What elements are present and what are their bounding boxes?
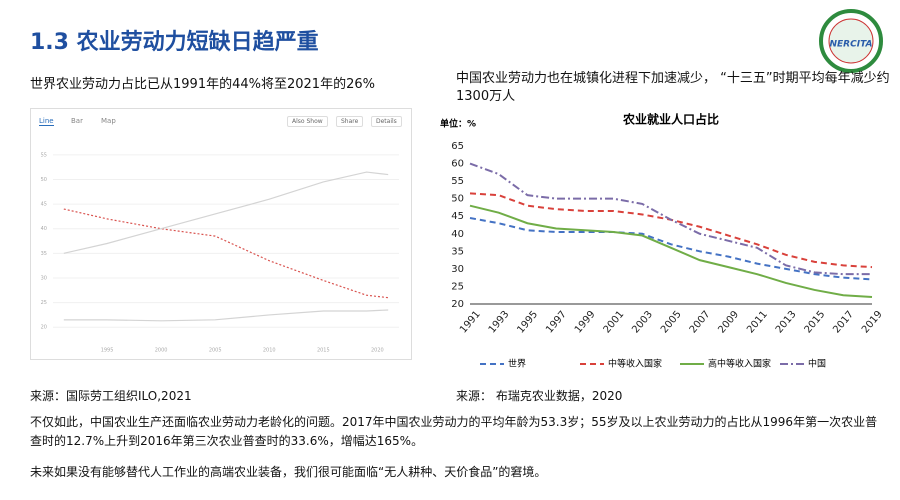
x-tick-label: 1995 (101, 348, 114, 354)
y-unit: 单位：% (440, 118, 476, 130)
legend-label: 高中等收入国家 (708, 358, 771, 370)
legend-label: 中等收入国家 (608, 358, 662, 370)
chart: 1991 1993 1995 1997 1999 2001 2003 2005 2007 2009… (440, 112, 885, 370)
y-tick-label: 20 (41, 325, 47, 331)
legend-label: 世界 (508, 358, 526, 370)
series-line (63, 309, 389, 322)
x-tick-label: 2000 (155, 348, 168, 354)
source: 来源：国际劳工组织ILO,2021 (30, 389, 192, 403)
y-tick-label: 50 (41, 177, 47, 183)
x-tick-label: 2011 (745, 309, 770, 336)
x-tick-label: 2003 (630, 309, 655, 336)
y-tick-label: 25 (451, 281, 464, 292)
series-line (63, 171, 389, 254)
y-tick-label: 30 (451, 264, 464, 275)
source: 来源： 布瑞克农业数据，2020 (456, 389, 623, 403)
series-line (469, 162, 872, 276)
button[interactable]: Details (371, 116, 402, 127)
x-tick-label: 2019 (860, 309, 885, 336)
right-caption: 中国农业劳动力也在城镇化进程下加速减少， “十三五”时期平均每年减少约1300万… (456, 71, 890, 104)
y-tick-label: 20 (451, 299, 464, 310)
x-tick-label: 2007 (688, 309, 713, 336)
x-tick-label: 2005 (659, 309, 684, 336)
conclusion: 未来如果没有能够替代人工作业的高端农业装备，我们很可能面临“无人耕种、天价食品”… (30, 465, 547, 479)
y-tick-label: 40 (41, 226, 47, 232)
x-tick-label: 1993 (487, 309, 512, 336)
button[interactable]: Share (336, 116, 364, 127)
series-line (63, 208, 389, 299)
tab[interactable]: Line (39, 117, 54, 126)
series-line (469, 204, 873, 298)
y-tick-label: 65 (451, 141, 464, 152)
y-tick-label: 45 (451, 211, 464, 222)
x-tick-label: 1991 (458, 309, 483, 336)
x-tick-label: 2015 (803, 309, 828, 336)
legend-label: 中国 (808, 358, 826, 370)
x-tick-label: 1995 (515, 309, 540, 336)
y-tick-label: 40 (451, 229, 464, 240)
x-tick-label: 1997 (544, 309, 569, 336)
x-tick-label: 2001 (602, 309, 627, 336)
x-tick-label: 2013 (774, 309, 799, 336)
x-tick-label: 2009 (716, 309, 741, 336)
logo-text: NERCITA (830, 40, 873, 50)
y-tick-label: 50 (451, 194, 464, 205)
x-tick-label: 2005 (209, 348, 222, 354)
y-tick-label: 35 (451, 246, 464, 257)
embedded-chart: Line Bar Map Also Show Share Details 199… (30, 108, 412, 360)
x-tick-label: 2015 (317, 348, 330, 354)
y-tick-label: 55 (451, 176, 464, 187)
x-tick-label: 2020 (371, 348, 384, 354)
y-tick-label: 35 (41, 251, 47, 257)
y-tick-label: 30 (41, 275, 47, 281)
y-tick-label: 60 (451, 159, 464, 170)
x-tick-label: 2010 (263, 348, 276, 354)
y-tick-label: 45 (41, 202, 47, 208)
logo: NERCITA (819, 9, 883, 73)
slide-title: 1.3 农业劳动力短缺日趋严重 (30, 30, 319, 55)
x-tick-label: 2017 (831, 309, 856, 336)
chart-title: 农业就业人口占比 (622, 112, 719, 127)
button[interactable]: Also Show (287, 116, 328, 127)
y-tick-label: 25 (41, 300, 47, 306)
tab[interactable]: Map (101, 117, 116, 125)
logo-inner (828, 18, 874, 64)
x-tick-label: 1999 (573, 309, 598, 336)
series-line (469, 216, 873, 281)
left-caption: 世界农业劳动力占比已从1991年的44%将至2021年的26% (30, 77, 375, 92)
tab[interactable]: Bar (71, 117, 83, 125)
y-tick-label: 55 (41, 152, 47, 158)
paragraph: 不仅如此，中国农业生产还面临农业劳动力老龄化的问题。2017年中国农业劳动力的平… (30, 415, 878, 448)
